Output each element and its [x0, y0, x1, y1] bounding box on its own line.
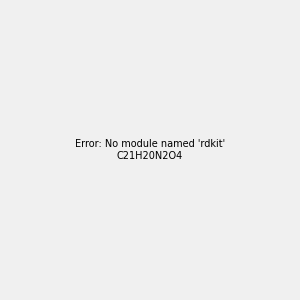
- Text: Error: No module named 'rdkit'
C21H20N2O4: Error: No module named 'rdkit' C21H20N2O…: [75, 139, 225, 161]
